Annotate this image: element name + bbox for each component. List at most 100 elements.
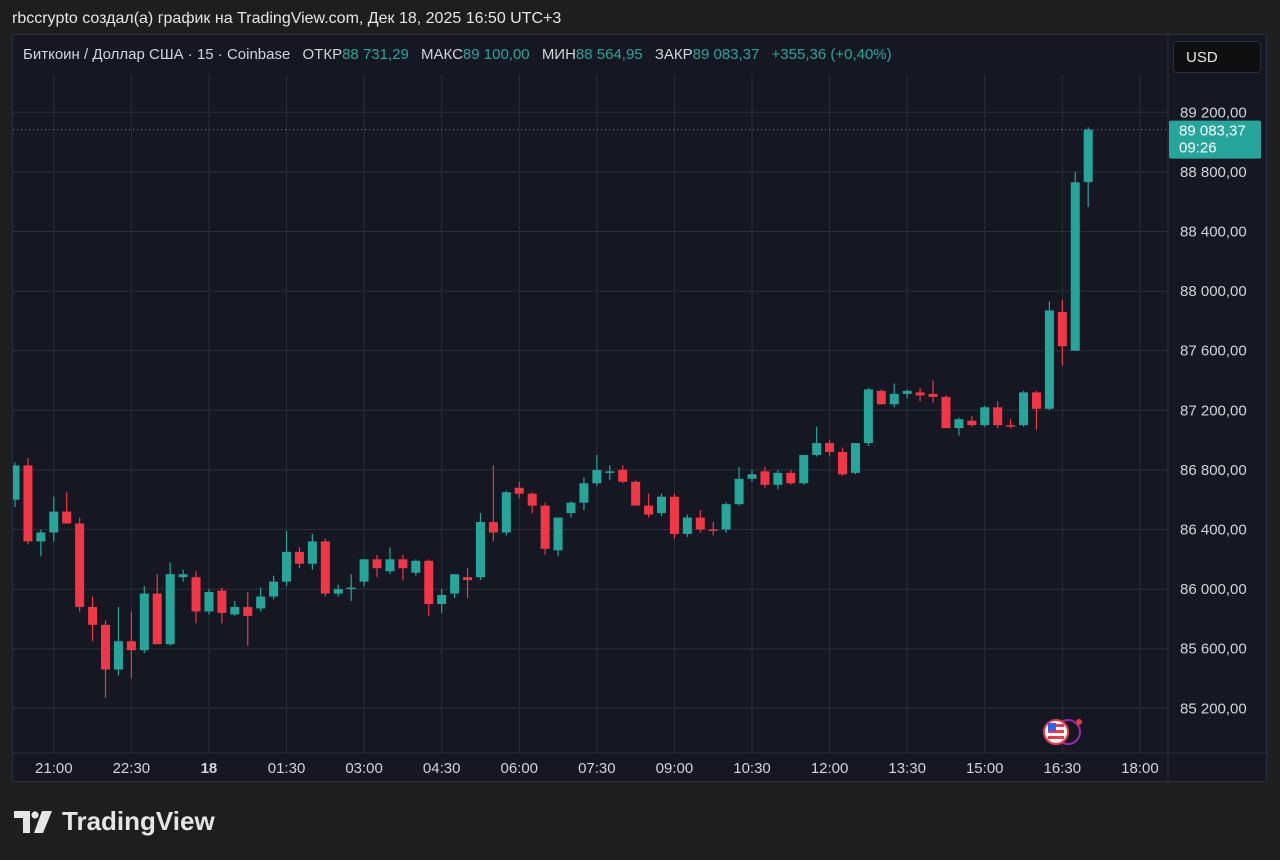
close-value: 89 083,37 [692,46,760,63]
candle-body [1031,392,1041,409]
candle-body [165,574,175,645]
candle-body [825,443,835,452]
candle-body [1057,311,1067,347]
x-tick-label: 03:00 [345,760,383,777]
candle-body [1083,129,1093,183]
candle-body [657,496,666,514]
candle-body [230,606,240,615]
candle-body [346,587,356,590]
candle-body [101,624,111,670]
candle-body [126,641,136,651]
candle-body [294,551,304,564]
candle-body [1044,310,1054,409]
x-tick-label: 18:00 [1121,760,1159,777]
x-tick-label: 04:30 [423,760,461,777]
open-value: 88 731,29 [342,46,409,63]
candle-body [282,551,292,582]
candle-body [1006,425,1016,427]
candle-body [36,532,46,542]
candle-body [954,419,964,429]
y-tick-label: 88 400,00 [1180,223,1247,240]
candle-body [980,407,990,426]
high-value: 89 100,00 [462,46,530,63]
candle-body [437,595,447,604]
candle-body [62,511,72,524]
candle-body [850,443,860,473]
x-tick-label: 18 [201,760,218,777]
candle-body [889,393,899,405]
candle-body [514,487,524,494]
x-tick-label: 22:30 [113,760,151,777]
candle-body [139,593,149,651]
x-tick-label: 09:00 [656,760,694,777]
candle-body [553,517,563,551]
candle-body [152,593,162,645]
candle-body [721,504,731,530]
x-tick-label: 16:30 [1044,760,1082,777]
chart-frame[interactable]: Биткоин / Доллар США · 15 · Coinbase ОТК… [12,34,1268,783]
candle-body [450,574,460,594]
y-tick-label: 87 200,00 [1180,402,1247,419]
candle-body [773,472,783,485]
candle-body [928,393,938,397]
candle-body [605,471,615,473]
candle-body [540,505,550,549]
candle-body [424,560,434,604]
candle-body [786,472,796,484]
candle-body [566,502,576,514]
candle-body [307,541,317,564]
high-label: МАКС [421,46,463,63]
candle-body [579,483,589,503]
currency-button[interactable]: USD [1173,41,1261,73]
candle-body [967,420,977,426]
x-tick-label: 12:00 [811,760,849,777]
candle-body [631,481,641,506]
x-tick-label: 01:30 [268,760,306,777]
candle-body [269,581,279,597]
x-tick-label: 13:30 [888,760,926,777]
x-tick-label: 15:00 [966,760,1004,777]
candle-body [475,522,485,578]
candle-body [760,471,770,485]
y-tick-label: 85 600,00 [1180,641,1247,658]
candle-body [204,592,214,612]
candle-body [669,496,679,534]
candle-body [398,559,408,569]
candle-body [385,559,395,572]
candle-body [863,389,873,444]
price-tag-box [1169,120,1261,159]
candle-body [708,529,718,531]
low-value: 88 564,95 [575,46,643,63]
candle-body [75,523,85,607]
candle-body [812,443,822,455]
candle-body [411,560,421,573]
candle-body [488,522,498,533]
us-flag-event-icon[interactable] [1043,719,1082,745]
candle-body [113,641,123,670]
candle-body [178,574,188,578]
y-tick-label: 88 000,00 [1180,283,1247,300]
x-tick-label: 21:00 [35,760,73,777]
candle-body [747,474,757,479]
x-tick-label: 06:00 [500,760,538,777]
candle-body [618,469,628,482]
candle-body [359,559,369,582]
y-tick-label: 87 600,00 [1180,343,1247,360]
y-tick-label: 86 400,00 [1180,521,1247,538]
candle-body [13,465,20,500]
candle-body [333,589,343,594]
candle-body [838,451,848,475]
candle-body [527,493,537,506]
candle-body [644,505,654,515]
candle-body [915,392,925,396]
open-label: ОТКР [302,46,343,63]
change-value: +355,36 (+0,40%) [771,46,892,63]
price-chart[interactable]: 85 200,00 85 600,00 86 000,00 86 400,00 86 8… [13,35,1268,783]
candle-body [372,559,382,569]
close-label: ЗАКР [654,46,693,63]
candle-body [799,454,809,484]
tradingview-logo-icon [14,810,52,833]
candle-body [49,511,59,533]
candle-body [876,390,886,405]
y-tick-label: 88 800,00 [1180,164,1247,181]
